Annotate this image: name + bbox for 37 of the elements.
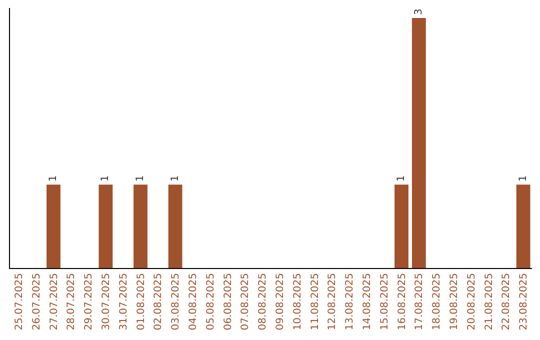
x-tick-label: 29.07.2025 (84, 273, 95, 330)
data-label: 3 (413, 8, 424, 15)
data-label: 1 (135, 175, 146, 182)
data-label: 1 (48, 175, 59, 182)
x-tick-label: 17.08.2025 (414, 273, 426, 330)
x-tick-label: 13.08.2025 (344, 273, 356, 330)
x-tick-label: 09.08.2025 (274, 273, 286, 330)
x-tick-label: 15.08.2025 (379, 273, 390, 330)
x-tick-label: 18.08.2025 (432, 273, 443, 330)
x-tick-label: 01.08.2025 (136, 273, 147, 330)
x-tick-label: 06.08.2025 (222, 273, 234, 330)
x-tick-label: 04.08.2025 (188, 273, 199, 330)
x-tick-label: 02.08.2025 (153, 273, 164, 330)
data-label: 1 (100, 175, 112, 182)
x-tick-label: 25.07.2025 (14, 273, 25, 330)
x-tick-label: 31.07.2025 (118, 273, 130, 330)
x-tick-label: 30.07.2025 (100, 273, 112, 330)
data-label: 1 (518, 175, 529, 182)
x-tick-label: 22.08.2025 (501, 273, 512, 330)
x-tick-label: 14.08.2025 (362, 273, 373, 330)
x-tick-label: 19.08.2025 (448, 273, 460, 330)
x-tick-label: 07.08.2025 (240, 273, 252, 330)
x-tick-label: 10.08.2025 (292, 273, 304, 330)
x-tick-label: 03.08.2025 (170, 273, 182, 330)
x-tick-label: 16.08.2025 (396, 273, 408, 330)
data-label: 1 (170, 175, 181, 182)
x-tick-label: 11.08.2025 (310, 273, 321, 330)
x-tick-label: 27.07.2025 (48, 273, 60, 330)
x-tick-label: 23.08.2025 (518, 273, 530, 330)
x-tick-label: 05.08.2025 (205, 273, 216, 330)
x-tick-label: 21.08.2025 (484, 273, 495, 330)
x-tick-label: 28.07.2025 (66, 273, 78, 330)
x-tick-label: 20.08.2025 (466, 273, 478, 330)
x-tick-label: 08.08.2025 (258, 273, 269, 330)
x-tick-label: 12.08.2025 (327, 273, 338, 330)
data-label: 1 (396, 175, 407, 182)
x-tick-label: 26.07.2025 (31, 273, 42, 330)
